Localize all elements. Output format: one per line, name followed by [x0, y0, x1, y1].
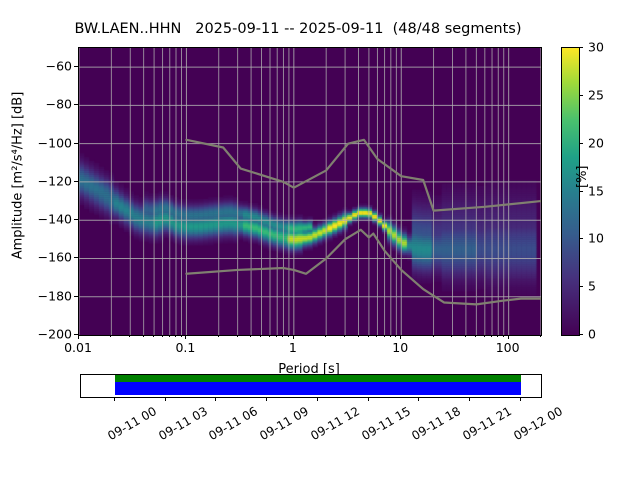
x-tick-mark — [129, 335, 131, 337]
figure-title: BW.LAEN..HHN 2025-09-11 -- 2025-09-11 (4… — [74, 21, 522, 37]
colorbar-tick-mark — [579, 190, 583, 192]
x-tick-mark — [269, 335, 270, 337]
colorbar-tick-mark — [579, 47, 583, 48]
timeline-tick-mark — [367, 397, 369, 401]
x-tick-label: 0.1 — [175, 340, 196, 355]
x-tick-mark — [287, 335, 289, 337]
x-tick-mark — [161, 335, 163, 337]
x-tick-mark — [497, 335, 499, 337]
colorbar-tick-label: 10 — [588, 230, 604, 246]
data-coverage-timeline[interactable] — [80, 374, 542, 398]
colorbar-tick-label: 0 — [588, 326, 596, 342]
y-tick-mark — [74, 334, 78, 335]
x-tick-label: 1 — [288, 340, 297, 355]
y-tick-label: −180 — [37, 288, 72, 304]
x-tick-mark — [389, 335, 391, 337]
timeline-tick-mark — [418, 397, 420, 401]
x-tick-mark — [491, 335, 493, 337]
timeline-tick-mark — [164, 397, 166, 401]
x-tick-mark — [282, 335, 284, 337]
y-tick-mark — [74, 66, 78, 68]
x-tick-mark — [78, 335, 79, 339]
x-tick-mark — [260, 335, 262, 337]
x-tick-mark — [142, 335, 144, 337]
x-tick-mark — [325, 335, 327, 337]
x-tick-mark — [367, 335, 369, 337]
colorbar-tick-mark — [579, 286, 583, 288]
timeline-tick-mark — [469, 397, 471, 401]
ppsd-plot-area[interactable] — [78, 47, 542, 336]
x-tick-mark — [383, 335, 385, 337]
timeline-tick-mark — [519, 397, 521, 401]
y-tick-label: −140 — [37, 211, 72, 227]
noise-model-curves — [185, 138, 541, 306]
y-tick-label: −100 — [37, 135, 72, 151]
y-tick-label: −200 — [37, 326, 72, 342]
x-tick-mark — [475, 335, 477, 337]
x-tick-mark — [168, 335, 170, 337]
timeline-psd-band[interactable] — [114, 375, 521, 382]
x-tick-mark — [451, 335, 453, 337]
y-tick-mark — [74, 180, 78, 182]
x-tick-mark — [217, 335, 219, 337]
y-tick-label: −120 — [37, 173, 72, 189]
x-tick-label: 0.01 — [64, 340, 92, 355]
colorbar-tick-mark — [579, 238, 583, 240]
x-tick-mark — [357, 335, 359, 337]
x-axis-label: Period [s] — [278, 362, 340, 377]
timeline-tick-mark — [266, 397, 268, 401]
x-tick-mark — [276, 335, 278, 337]
colorbar[interactable] — [561, 47, 580, 336]
y-tick-label: −80 — [45, 96, 72, 112]
colorbar-tick-label: 25 — [588, 87, 604, 103]
x-tick-mark — [400, 335, 402, 339]
x-tick-mark — [376, 335, 378, 337]
y-tick-mark — [74, 295, 78, 297]
timeline-data-band[interactable] — [114, 382, 521, 395]
y-tick-mark — [74, 142, 78, 144]
colorbar-tick-mark — [579, 334, 583, 335]
x-tick-mark — [464, 335, 466, 337]
x-tick-mark — [395, 335, 397, 337]
y-tick-label: −160 — [37, 249, 72, 265]
y-tick-mark — [74, 104, 78, 106]
colorbar-label: [%] — [575, 165, 590, 189]
psd-density-heatmap — [79, 48, 541, 335]
x-tick-mark — [502, 335, 504, 337]
colorbar-tick-label: 5 — [588, 278, 596, 294]
noise-model-nhnm — [185, 138, 541, 212]
x-tick-mark — [292, 335, 294, 339]
colorbar-tick-label: 15 — [588, 183, 604, 198]
x-tick-mark — [432, 335, 434, 337]
x-tick-label: 10 — [392, 340, 409, 355]
y-tick-mark — [74, 257, 78, 259]
x-tick-mark — [185, 335, 187, 339]
x-tick-mark — [483, 335, 485, 337]
colorbar-tick-mark — [579, 142, 583, 144]
colorbar-tick-label: 30 — [588, 39, 604, 55]
x-tick-mark — [236, 335, 238, 337]
x-tick-mark — [180, 335, 182, 337]
plot-gridlines — [79, 48, 541, 335]
x-tick-mark — [344, 335, 346, 337]
colorbar-tick-label: 20 — [588, 135, 604, 151]
x-tick-mark — [540, 335, 541, 337]
x-tick-mark — [175, 335, 176, 337]
timeline-tick-mark — [215, 397, 217, 401]
colorbar-tick-mark — [579, 94, 583, 96]
x-tick-mark — [507, 335, 509, 339]
x-tick-mark — [250, 335, 252, 337]
y-tick-label: −60 — [45, 58, 72, 74]
timeline-tick-mark — [113, 397, 115, 401]
y-tick-mark — [74, 219, 78, 221]
x-tick-mark — [110, 335, 112, 337]
x-tick-mark — [153, 335, 155, 337]
x-tick-label: 100 — [495, 340, 520, 355]
timeline-tick-mark — [316, 397, 318, 401]
noise-model-nlnm — [185, 228, 541, 306]
